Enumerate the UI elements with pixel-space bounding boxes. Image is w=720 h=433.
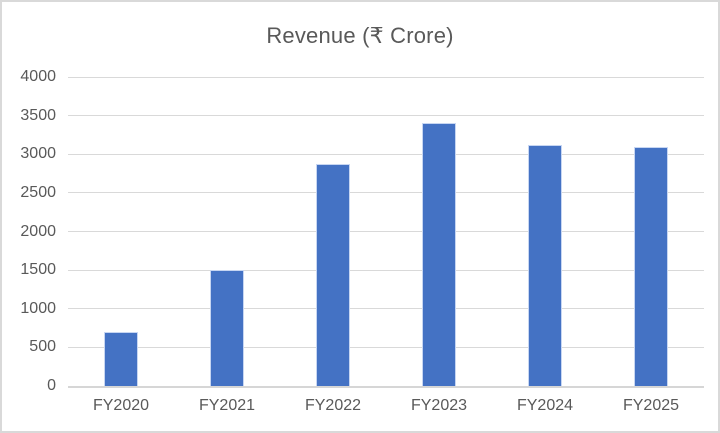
gridline [68, 115, 704, 117]
gridline [68, 192, 704, 194]
y-tick-label: 1500 [20, 261, 56, 279]
chart-title: Revenue (₹ Crore) [266, 23, 454, 48]
bar-FY2024[interactable] [528, 144, 562, 386]
x-tick-label: FY2025 [622, 397, 680, 414]
gridline [68, 269, 704, 271]
y-tick-label: 3500 [20, 106, 56, 124]
y-tick-label: 2500 [20, 183, 56, 201]
y-tick-label: 3000 [20, 145, 56, 163]
y-tick-label: 1000 [20, 299, 56, 317]
gridline [68, 76, 704, 78]
gridline [68, 346, 704, 348]
bar-FY2021[interactable] [210, 270, 244, 386]
gridline [68, 308, 704, 310]
x-axis-line [68, 385, 704, 388]
gridline [68, 231, 704, 232]
x-tick-label: FY2023 [410, 397, 468, 414]
bar-FY2020[interactable] [104, 331, 138, 386]
x-tick-label: FY2021 [198, 397, 256, 414]
y-tick-label: 4000 [20, 68, 56, 85]
y-tick-label: 0 [47, 377, 56, 394]
y-tick-label: 2000 [20, 222, 56, 240]
gridline [68, 153, 704, 155]
bar-FY2023[interactable] [422, 123, 456, 386]
bar-FY2025[interactable] [634, 147, 668, 386]
x-tick-label: FY2020 [92, 397, 150, 414]
x-tick-label: FY2024 [516, 397, 574, 414]
plot-area [68, 76, 704, 388]
bar-FY2022[interactable] [316, 164, 350, 386]
y-tick-label: 500 [29, 338, 56, 356]
x-tick-label: FY2022 [304, 397, 362, 414]
